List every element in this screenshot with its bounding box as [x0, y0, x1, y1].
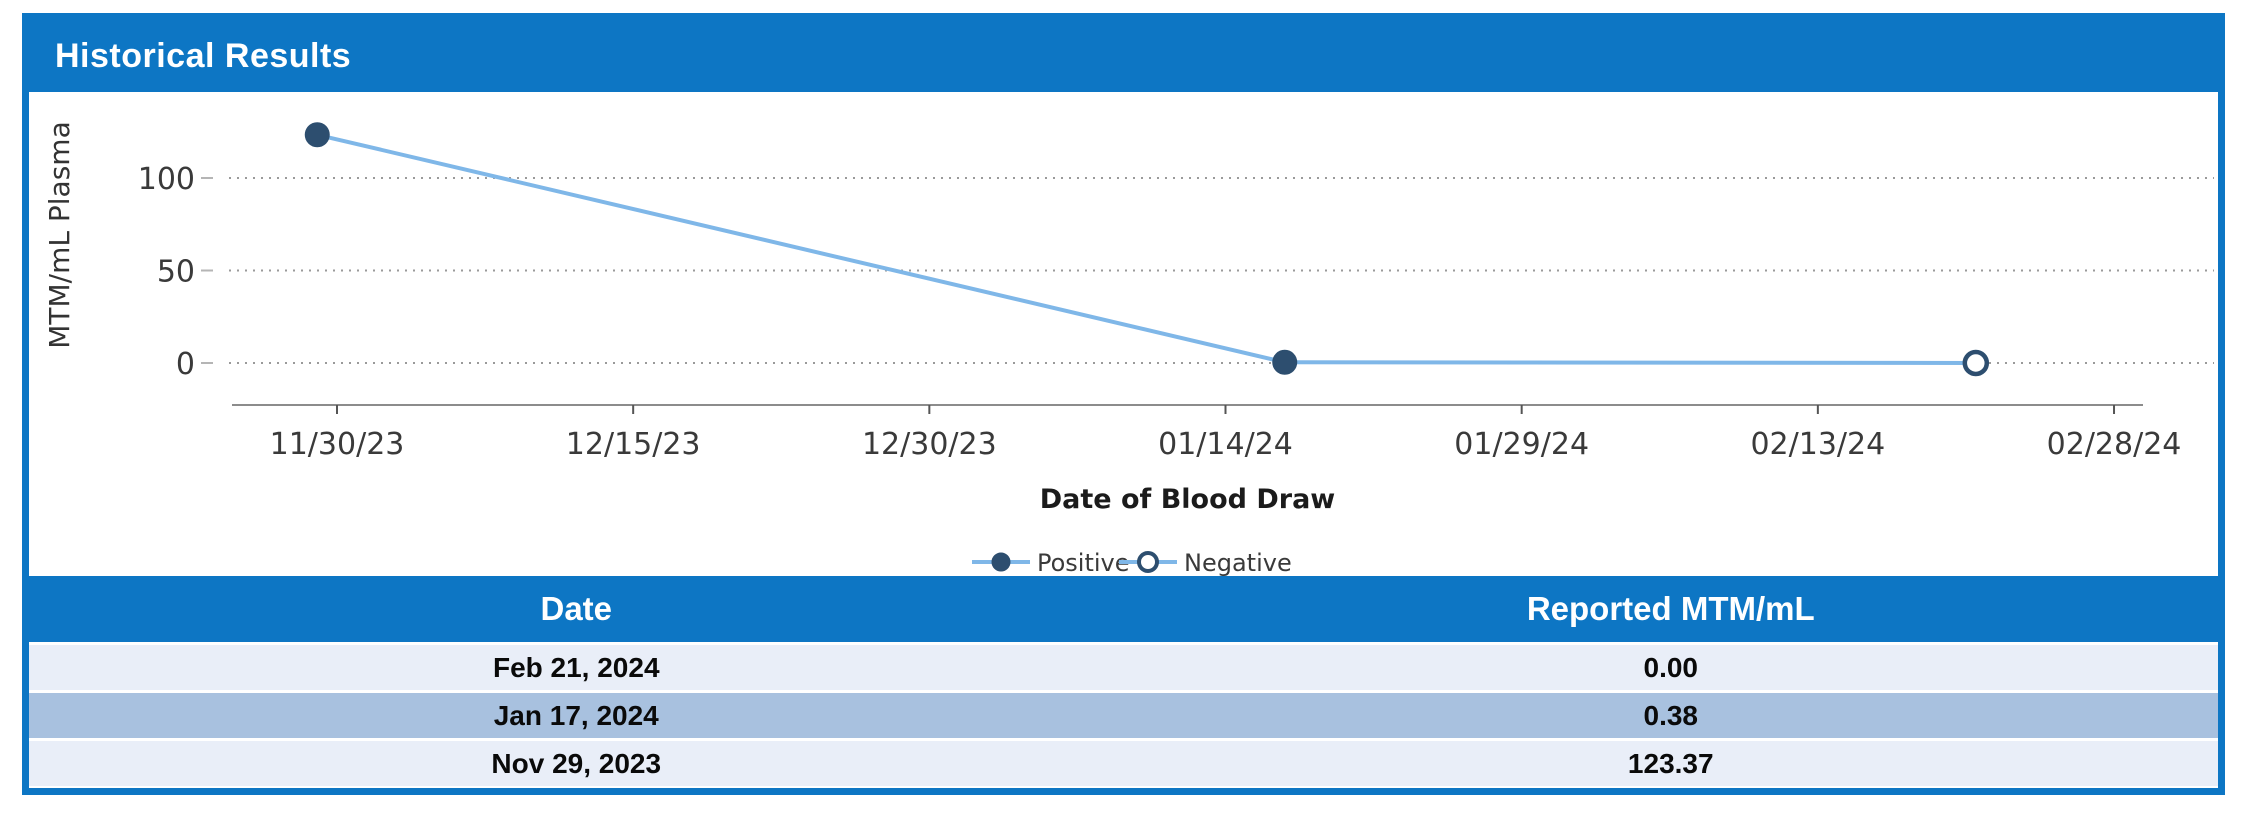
y-tick-label: 100: [138, 162, 195, 197]
table-row: Jan 17, 2024 0.38: [29, 690, 2218, 740]
y-tick-label: 0: [176, 347, 195, 382]
data-point-positive: [1272, 349, 1298, 375]
historical-results-panel: Historical Results 0 50 100 MTM/mL Plasma 11…: [22, 13, 2225, 795]
table-row: Nov 29, 2023 123.37: [29, 738, 2218, 786]
x-tick-label: 01/14/24: [1158, 427, 1293, 462]
result-trend-line: [316, 132, 1976, 365]
panel-title-bar: Historical Results: [29, 20, 2218, 92]
results-line-chart: 0 50 100 MTM/mL Plasma 11/30/23 12/15/23 12/30…: [43, 121, 2214, 576]
x-tick-label: 02/13/24: [1750, 427, 1885, 462]
y-axis-label: MTM/mL Plasma: [43, 121, 76, 348]
x-axis-title: Date of Blood Draw: [1040, 484, 1336, 515]
column-header-reported: Reported MTM/mL: [1123, 576, 2218, 644]
table-header-row: Date Reported MTM/mL: [29, 576, 2218, 644]
date-cell: Nov 29, 2023: [29, 738, 1124, 786]
column-header-date: Date: [29, 576, 1124, 644]
date-cell: Jan 17, 2024: [29, 690, 1124, 740]
x-tick-label: 12/30/23: [862, 427, 997, 462]
results-table-body: Feb 21, 2024 0.00 Jan 17, 2024 0.38 Nov 29, …: [29, 642, 2218, 786]
legend-item-positive-marker-icon: [991, 552, 1011, 572]
value-cell: 0.00: [1123, 642, 2218, 692]
x-tick-label: 12/15/23: [566, 427, 701, 462]
results-chart-area: 0 50 100 MTM/mL Plasma 11/30/23 12/15/23 12/30…: [29, 92, 2218, 576]
panel-title: Historical Results: [55, 36, 352, 75]
data-point-positive: [304, 122, 330, 148]
x-tick-label: 01/29/24: [1454, 427, 1589, 462]
data-point-negative: [1962, 349, 1990, 377]
date-cell: Feb 21, 2024: [29, 642, 1124, 692]
table-row: Feb 21, 2024 0.00: [29, 642, 2218, 692]
legend-item-positive-label: Positive: [1037, 549, 1130, 576]
legend-item-negative-label: Negative: [1184, 549, 1292, 576]
y-tick-label: 50: [157, 255, 195, 290]
x-tick-label: 02/28/24: [2047, 427, 2182, 462]
legend-item-negative-marker-icon: [1137, 551, 1159, 573]
x-tick-label: 11/30/23: [270, 427, 405, 462]
results-table: Date Reported MTM/mL Feb 21, 2024 0.00 Jan…: [29, 576, 2218, 786]
value-cell: 0.38: [1123, 690, 2218, 740]
value-cell: 123.37: [1123, 738, 2218, 786]
